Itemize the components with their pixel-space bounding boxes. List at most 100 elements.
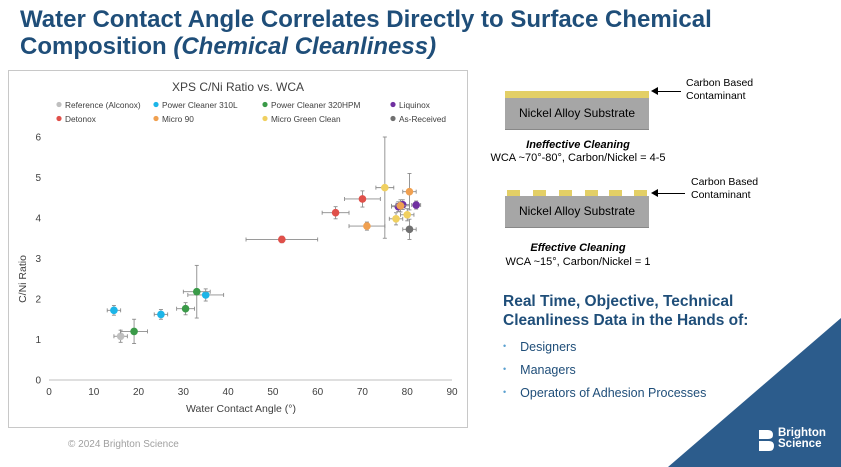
data-point [130,327,138,336]
chart-legend: Reference (Alconox) Power Cleaner 310L Pow… [56,100,446,124]
legend-label: Micro 90 [162,114,194,124]
caption-desc-top: WCA ~70°-80°, Carbon/Nickel = 4-5 [490,152,666,164]
data-point [278,235,286,244]
chart-marks [106,136,422,344]
arrow-line-top [657,91,681,92]
arrow-head-top [651,87,658,95]
legend-label: Reference (Alconox) [65,100,141,110]
data-point [396,202,405,210]
legend-marker [56,101,62,108]
chart-axes: 0 10 20 30 40 50 60 70 80 90 0 1 2 3 4 5 6 [35,133,458,399]
data-point [363,222,371,230]
caption-title-top: Ineffective Cleaning [526,139,630,151]
y-tick-label: 3 [35,254,41,265]
x-tick-label: 50 [267,387,279,398]
bullet-item: • Operators of Adhesion Processes [503,386,706,400]
bullet-dot-icon: • [503,387,507,397]
x-tick-label: 90 [446,387,458,398]
contaminant-layer-full [505,91,649,98]
contaminant-label-bottom-line1: Carbon Based [691,176,759,188]
legend-marker [262,101,268,108]
caption-title-bottom: Effective Cleaning [530,242,626,254]
brighton-logo-icon [759,430,774,451]
legend-marker [390,115,396,122]
logo-line2: Science [778,438,822,450]
contaminant-spot-4 [585,190,598,196]
copyright-footer: © 2024 Brighton Science [68,439,179,450]
callout-heading-line2: Cleanliness Data in the Hands of: [503,312,749,329]
data-point [192,287,201,296]
bullet-text: Designers [520,340,577,354]
y-tick-label: 1 [35,335,41,346]
legend-marker [153,115,159,122]
y-tick-label: 0 [35,376,41,387]
caption-desc-bottom: WCA ~15°, Carbon/Nickel = 1 [505,256,651,268]
x-axis-label: Water Contact Angle (°) [186,403,296,415]
y-tick-label: 4 [35,214,41,225]
legend-label: Detonox [65,114,97,124]
bullet-item: • Managers [503,363,576,377]
cleaning-diagram: Nickel Alloy Substrate Carbon Based Cont… [488,74,828,274]
bullet-item: • Designers [503,340,576,354]
x-tick-label: 30 [178,387,190,398]
data-point [157,310,165,319]
substrate-block-top: Nickel Alloy Substrate [505,98,649,130]
contaminant-spot-2 [533,190,546,196]
data-point [405,225,414,234]
contaminant-label-bottom-line2: Contaminant [691,189,751,201]
contaminant-spot-3 [559,190,572,196]
contaminant-spot-1 [507,190,520,196]
legend-marker [153,101,159,108]
data-point [392,215,400,223]
legend-label: As-Received [399,114,446,124]
bullet-text: Operators of Adhesion Processes [520,386,707,400]
substrate-block-bottom: Nickel Alloy Substrate [505,196,649,228]
x-tick-label: 40 [223,387,235,398]
contaminant-label-top-line2: Contaminant [686,90,746,102]
data-point [412,201,420,209]
bullet-text: Managers [520,363,576,377]
slide-title-main: Water Contact Angle Correlates Directly … [20,6,712,60]
callout-heading: Real Time, Objective, Technical Cleanlin… [503,292,803,330]
legend-marker [56,115,62,122]
data-point [358,195,367,203]
callout-heading-line1: Real Time, Objective, Technical [503,293,734,310]
data-point [405,187,414,196]
bullet-dot-icon: • [503,364,507,374]
x-tick-label: 0 [46,387,52,398]
legend-marker [262,115,268,122]
arrow-line-bottom [657,193,685,194]
x-tick-label: 70 [357,387,369,398]
contaminant-label-top: Carbon Based Contaminant [686,77,753,103]
legend-marker [390,101,396,108]
data-point [116,332,125,341]
scatter-chart: XPS C/Ni Ratio vs. WCA Reference (Alcono… [17,80,458,415]
x-tick-label: 80 [402,387,414,398]
y-tick-label: 5 [35,173,41,184]
legend-label: Power Cleaner 310L [162,100,238,110]
contaminant-label-top-line1: Carbon Based [686,77,754,89]
contaminant-spot-5 [609,190,622,196]
x-tick-label: 10 [88,387,100,398]
data-point [331,208,340,217]
logo-line1: Brighton [778,427,826,439]
y-tick-label: 6 [35,133,41,144]
brighton-logo-text: Brighton Science [778,427,826,450]
slide-title: Water Contact Angle Correlates Directly … [20,6,740,60]
data-point [403,210,412,219]
x-tick-label: 60 [312,387,324,398]
arrow-head-bottom [651,189,658,197]
legend-label: Power Cleaner 320HPM [271,100,361,110]
data-point [110,306,118,315]
contaminant-label-bottom: Carbon Based Contaminant [691,176,758,202]
legend-label: Micro Green Clean [271,114,341,124]
data-point [381,183,389,192]
contaminant-spot-6 [634,190,647,196]
y-tick-label: 2 [35,295,41,306]
chart-title: XPS C/Ni Ratio vs. WCA [172,80,304,94]
x-tick-label: 20 [133,387,145,398]
y-axis-label: C/Ni Ratio [17,255,29,303]
data-point [201,291,210,299]
bullet-dot-icon: • [503,341,507,351]
data-point [181,304,190,313]
